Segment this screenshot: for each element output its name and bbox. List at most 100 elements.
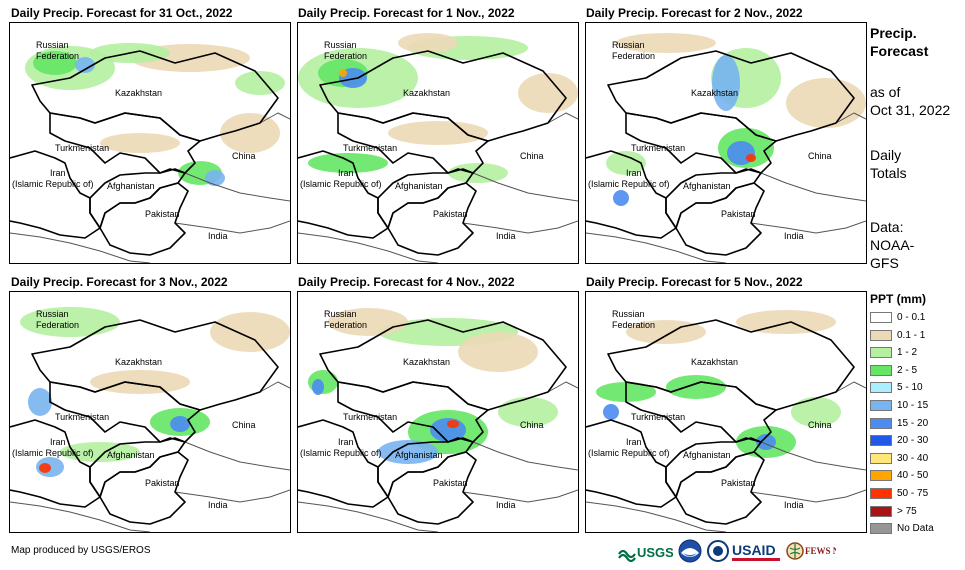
precip-area [339,69,347,77]
precip-area [33,51,77,75]
legend-item: 10 - 15 [870,398,965,414]
kazakhstan-label: Kazakhstan [691,357,739,367]
precip-area [60,442,140,462]
country-border [462,220,578,234]
iran-label: Iran [626,168,642,178]
legend-swatch [870,329,892,341]
afghanistan-label: Afghanistan [395,450,443,460]
precip-area [28,388,52,416]
precip-area [458,332,538,372]
legend-swatch [870,470,892,482]
kazakhstan-label: Kazakhstan [115,88,163,98]
india-label: India [784,231,804,241]
panel-title-6: Daily Precip. Forecast for 5 Nov., 2022 [586,275,803,289]
afghanistan-label: Afghanistan [107,450,155,460]
country-border [750,489,866,503]
pakistan-label: Pakistan [433,478,468,488]
legend-swatch [870,347,892,359]
precip-area [388,121,488,145]
afghanistan-label: Afghanistan [683,181,731,191]
country-border [184,172,290,202]
precip-area [613,190,629,206]
russia-label: Federation [612,320,656,330]
kazakhstan-label: Kazakhstan [403,357,451,367]
precip-area [616,33,716,53]
country-border [89,168,186,229]
iran-label: Iran [50,437,66,447]
svg-text:USGS: USGS [637,545,673,560]
precip-area [312,379,324,395]
side-data-1: Data: [870,219,904,235]
usaid-logo: USAID [731,538,783,564]
legend-label: 15 - 20 [897,417,929,429]
pakistan-label: Pakistan [433,209,468,219]
panel-title-4: Daily Precip. Forecast for 3 Nov., 2022 [11,275,228,289]
russia-label: Russian [612,309,645,319]
country-border [472,441,578,471]
precip-area [170,416,190,432]
legend-item: No Data [870,521,965,537]
india-label: India [496,231,516,241]
country-border [760,172,866,202]
country-border [99,182,189,256]
pakistan-label: Pakistan [145,209,180,219]
russia-label: Federation [36,51,80,61]
precip-area [378,440,438,464]
precip-map [586,33,866,263]
noaa-logo [677,538,703,564]
legend-swatch [870,312,892,323]
precip-area [235,71,285,95]
precip-area [90,370,190,394]
china-label: China [808,151,832,161]
kazakhstan-label: Kazakhstan [115,357,163,367]
iran-label: (Islamic Republic of) [300,448,382,458]
country-border [10,150,101,239]
legend-label: 0.1 - 1 [897,329,926,341]
russia-label: Federation [324,320,368,330]
legend-swatch [870,364,892,376]
precip-area [498,397,558,427]
country-border [174,220,290,234]
precip-area [666,375,726,399]
china-label: China [808,420,832,430]
legend-label: 5 - 10 [897,382,923,394]
china-label: China [232,151,256,161]
iran-label: Iran [338,168,354,178]
side-asof-2: Oct 31, 2022 [870,102,951,118]
legend-swatch [870,488,892,499]
map-panel-6: Russian Federation Kazakhstan Turkmenistan C… [585,291,867,533]
russia-label: Federation [36,320,80,330]
side-heading-1: Precip. [870,25,917,41]
map-panel-3: Russian Federation Kazakhstan Turkmenistan C… [585,22,867,264]
panel-title-5: Daily Precip. Forecast for 4 Nov., 2022 [298,275,515,289]
legend-label: 10 - 15 [897,400,929,411]
country-border [472,172,578,202]
usgs-logo: USGS [617,538,673,564]
map-panel-4: Russian Federation Kazakhstan Turkmenistan C… [9,291,291,533]
legend-swatch [870,452,892,464]
legend-swatch [870,435,892,447]
country-border [298,232,439,263]
russia-label: Russian [36,40,69,50]
iran-label: Iran [338,437,354,447]
china-label: China [520,420,544,430]
side-totals-2: Totals [870,165,907,181]
legend-label: 0 - 0.1 [897,312,926,323]
afghanistan-label: Afghanistan [107,181,155,191]
country-border [462,489,578,503]
country-border [298,419,389,508]
country-border [184,441,290,471]
turkmenistan-label: Turkmenistan [343,412,398,422]
precip-map [10,43,290,263]
side-heading-2: Forecast [870,43,929,59]
pakistan-label: Pakistan [721,209,756,219]
legend-item: 0 - 0.1 [870,310,965,326]
pakistan-label: Pakistan [145,478,180,488]
legend-label: > 75 [897,505,917,517]
usaid-seal-logo [706,538,730,564]
fewsnet-logo: FEWS NET [786,538,836,564]
precip-area [75,57,95,73]
precip-area [606,151,646,175]
legend-swatch [870,505,892,517]
china-label: China [232,420,256,430]
